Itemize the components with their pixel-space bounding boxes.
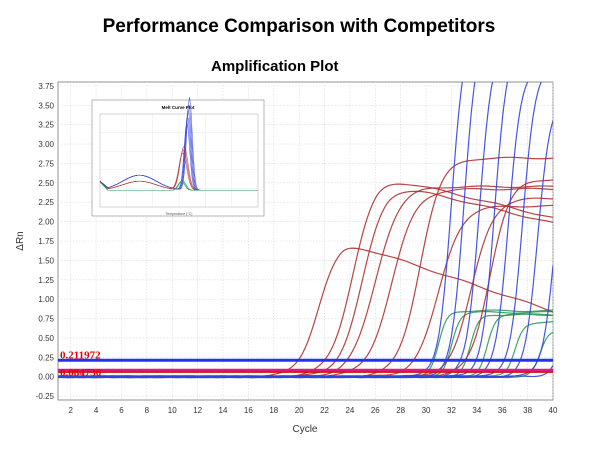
x-tick-label: 2: [68, 406, 73, 415]
x-tick-label: 4: [94, 406, 99, 415]
y-tick-label: 1.75: [38, 237, 54, 246]
y-tick-label: 2.50: [38, 179, 54, 188]
x-tick-label: 20: [295, 406, 304, 415]
y-tick-label: 2.00: [38, 218, 54, 227]
x-tick-label: 12: [193, 406, 202, 415]
y-tick-label: 1.25: [38, 276, 54, 285]
x-tick-label: 32: [447, 406, 456, 415]
y-tick-label: 2.75: [38, 159, 54, 168]
y-tick-label: 1.00: [38, 295, 54, 304]
y-tick-labels: -0.25 0.00 0.25 0.50 0.75 1.00 1.25 1.50 1.75 2.0…: [36, 82, 55, 401]
x-tick-label: 10: [168, 406, 177, 415]
x-tick-label: 6: [119, 406, 124, 415]
amplification-curve-blue: [58, 365, 553, 379]
y-tick-label: 0.50: [38, 334, 54, 343]
threshold-label: 0.211972: [60, 349, 101, 361]
threshold-lines: [58, 358, 553, 373]
y-tick-label: 3.50: [38, 101, 54, 110]
y-tick-label: 3.75: [38, 82, 54, 91]
x-tick-label: 24: [345, 406, 354, 415]
y-axis-label: ΔRn: [15, 231, 26, 250]
x-tick-label: 8: [145, 406, 150, 415]
y-tick-label: 0.25: [38, 353, 54, 362]
x-tick-label: 38: [523, 406, 532, 415]
amplification-curves: [58, 82, 553, 379]
x-tick-label: 16: [244, 406, 253, 415]
inset-title: Melt Curve Plot: [162, 105, 195, 110]
x-tick-label: 34: [472, 406, 481, 415]
y-tick-label: 0.00: [38, 373, 54, 382]
inset-x-label: Temperature (°C): [166, 212, 193, 216]
x-tick-label: 18: [269, 406, 278, 415]
x-tick-label: 14: [219, 406, 228, 415]
x-tick-label: 30: [422, 406, 431, 415]
x-tick-label: 22: [320, 406, 329, 415]
page-title: Performance Comparison with Competitors: [102, 16, 496, 37]
y-tick-label: -0.25: [36, 392, 55, 401]
y-tick-label: 1.50: [38, 256, 54, 265]
threshold-value-labels: 0.211972 0.084730: [60, 349, 102, 379]
y-tick-label: 2.25: [38, 198, 54, 207]
melt-curves: [99, 97, 258, 191]
x-axis-label: Cycle: [292, 424, 317, 435]
melt-curve-inset: Melt Curve Plot Temperature (°C): [91, 97, 265, 217]
chart-subtitle: Amplification Plot: [211, 58, 339, 75]
x-tick-label: 40: [549, 406, 558, 415]
threshold-label: 0.084730: [60, 367, 102, 379]
y-tick-label: 3.25: [38, 121, 54, 130]
y-tick-label: 0.75: [38, 315, 54, 324]
x-tick-label: 28: [396, 406, 405, 415]
x-tick-label: 26: [371, 406, 380, 415]
x-tick-labels: 2 4 6 8 10 12 14 16 18 20 22 24 26 28 30 32 34 36 38 40: [68, 406, 558, 415]
curve-group: [58, 82, 553, 379]
x-tick-label: 36: [498, 406, 507, 415]
y-tick-label: 3.00: [38, 140, 54, 149]
plot-area: 2 4 6 8 10 12 14 16 18 20 22 24 26 28 30 32 34 36 38 40 -0.…: [36, 81, 558, 415]
melt-curve-green: [99, 179, 258, 191]
